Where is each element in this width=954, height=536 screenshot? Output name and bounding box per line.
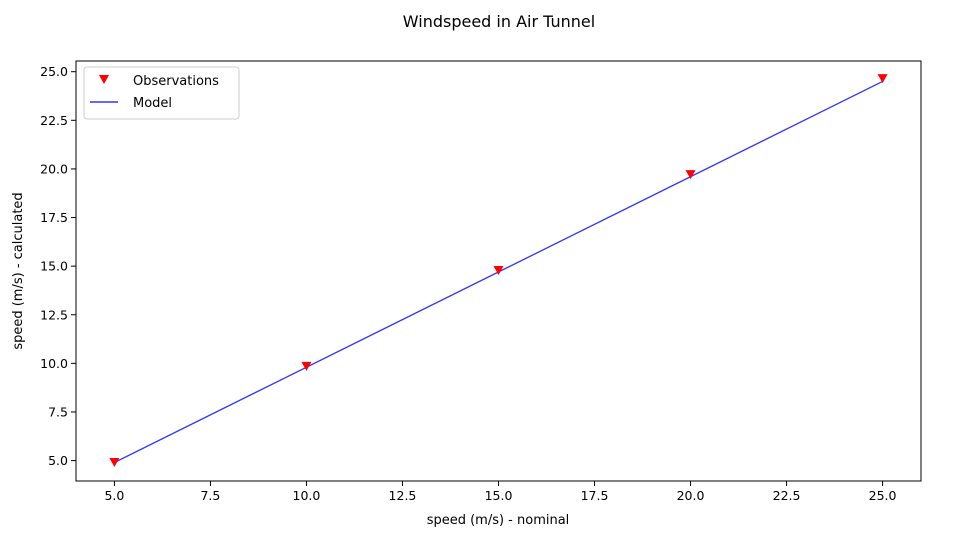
observation-point xyxy=(877,74,888,84)
legend-marker-observations xyxy=(99,75,109,84)
legend-box xyxy=(83,66,240,120)
chart-title: Windspeed in Air Tunnel xyxy=(403,12,595,31)
y-tick-label: 10.0 xyxy=(40,356,68,371)
x-tick-label: 25.0 xyxy=(869,488,897,503)
y-tick-label: 22.5 xyxy=(40,113,68,128)
legend-label-model: Model xyxy=(133,96,172,111)
y-tick-label: 5.0 xyxy=(48,453,68,468)
y-tick-label: 17.5 xyxy=(40,210,68,225)
x-tick-label: 17.5 xyxy=(581,488,609,503)
series-layer xyxy=(109,74,888,467)
y-tick-label: 20.0 xyxy=(40,161,68,176)
y-tick-label: 12.5 xyxy=(40,307,68,322)
observation-point xyxy=(301,361,312,371)
x-tick-label: 10.0 xyxy=(293,488,321,503)
legend: Observations Model xyxy=(83,66,240,120)
x-tick-label: 7.5 xyxy=(200,488,220,503)
y-tick-label: 7.5 xyxy=(48,404,68,419)
y-axis-label: speed (m/s) - calculated xyxy=(11,192,26,349)
x-tick-label: 12.5 xyxy=(389,488,417,503)
observation-point xyxy=(685,170,696,180)
observation-point xyxy=(109,457,120,467)
x-axis: 5.0 7.5 10.0 12.5 15.0 17.5 20.0 22.5 25.0 xyxy=(104,481,897,503)
x-tick-label: 20.0 xyxy=(677,488,705,503)
observation-point xyxy=(493,266,504,276)
y-axis: 5.0 7.5 10.0 12.5 15.0 17.5 20.0 22.5 25.0 xyxy=(40,64,76,468)
y-tick-label: 15.0 xyxy=(40,259,68,274)
x-tick-label: 5.0 xyxy=(104,488,124,503)
legend-label-observations: Observations xyxy=(133,74,219,89)
x-tick-label: 22.5 xyxy=(773,488,801,503)
y-tick-label: 25.0 xyxy=(40,64,68,79)
x-tick-label: 15.0 xyxy=(485,488,513,503)
x-axis-label: speed (m/s) - nominal xyxy=(427,513,570,528)
